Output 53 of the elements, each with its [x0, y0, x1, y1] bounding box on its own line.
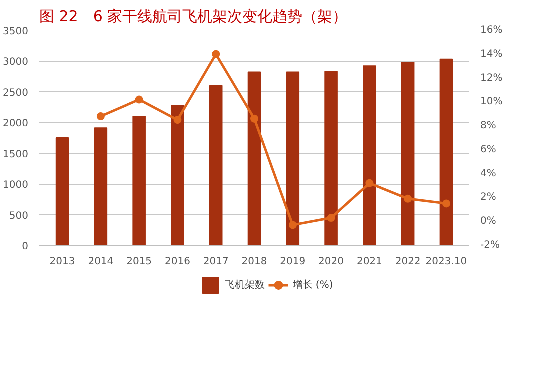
bar [209, 85, 223, 246]
y2-tick-label: 4% [480, 168, 496, 180]
x-tick-label: 2018 [242, 256, 268, 268]
legend-label: 飞机架数 [224, 278, 265, 292]
x-tick-label: 2015 [126, 256, 152, 268]
point [442, 200, 450, 208]
point [327, 214, 336, 222]
x-tick-label: 2017 [203, 256, 229, 268]
y2-tick-label: 16% [480, 25, 503, 36]
bar [324, 71, 338, 246]
point [135, 96, 144, 104]
bar [171, 104, 184, 246]
chart-title: 图 22 6 家干线航司飞机架次变化趋势（架） [40, 8, 348, 26]
x-tick-label: 2019 [280, 256, 306, 268]
y2-tick-label: 6% [480, 144, 496, 156]
x-tick-label: 2016 [164, 256, 190, 268]
point [404, 194, 412, 203]
bar [401, 62, 415, 246]
x-tick-label: 2013 [50, 256, 76, 268]
point [366, 179, 374, 188]
point [212, 50, 220, 58]
point [250, 114, 258, 123]
bar [248, 72, 262, 246]
bar [132, 116, 146, 246]
y2-tick-label: 0% [480, 216, 496, 228]
y2-tick-label: -2% [480, 240, 500, 251]
bar [440, 58, 454, 246]
y2-tick-label: 12% [480, 72, 503, 84]
x-tick-label: 2023.10 [426, 256, 468, 268]
x-tick-label: 2021 [356, 256, 382, 268]
point [96, 112, 105, 120]
y2-tick-label: 10% [480, 96, 503, 108]
y-tick-label: 3500 [3, 26, 29, 38]
x-tick-label: 2020 [318, 256, 344, 268]
point [288, 221, 297, 230]
y2-tick-label: 2% [480, 192, 496, 204]
y-tick-label: 2500 [3, 88, 29, 99]
y-tick-label: 1500 [3, 149, 29, 160]
bar [94, 128, 108, 246]
y-tick-label: 0 [22, 242, 29, 252]
bar [56, 138, 70, 246]
bar [363, 66, 376, 246]
bar [286, 72, 300, 246]
point [174, 116, 182, 124]
y-tick-label: 500 [9, 210, 29, 222]
y-tick-label: 3000 [3, 57, 29, 68]
y2-tick-label: 8% [480, 120, 496, 132]
y-tick-label: 2000 [3, 118, 29, 130]
legend-label: 增长 (%) [292, 278, 334, 292]
x-tick-label: 2014 [88, 256, 114, 268]
y-tick-label: 1000 [3, 180, 29, 192]
y2-tick-label: 14% [480, 48, 503, 60]
x-tick-label: 2022 [395, 256, 421, 268]
